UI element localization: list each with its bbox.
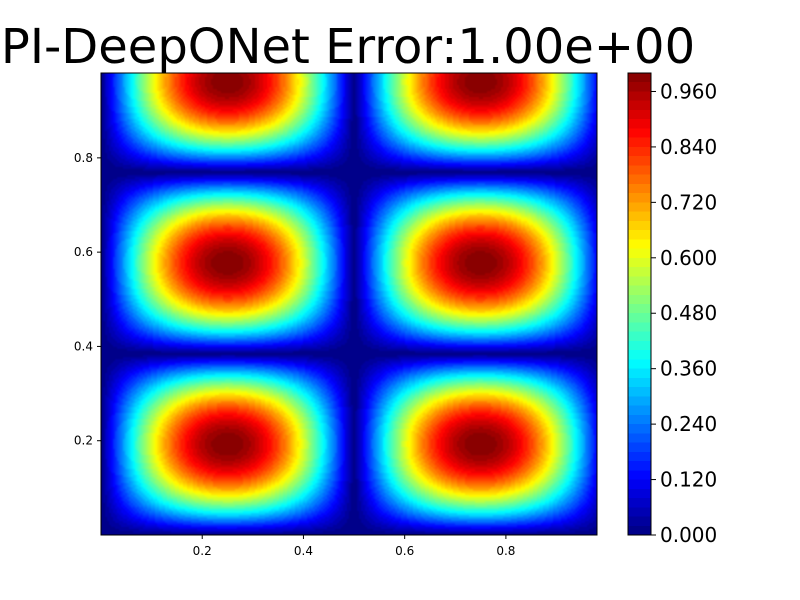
colorbar-tick-label: 0.720 — [660, 190, 717, 214]
x-tick-label: 0.2 — [193, 544, 212, 558]
colorbar-tick-label: 0.240 — [660, 412, 717, 436]
y-tick-label: 0.6 — [74, 245, 93, 259]
heatmap-field — [101, 73, 597, 535]
colorbar-tick-label: 0.000 — [660, 523, 717, 547]
colorbar-tick-label: 0.360 — [660, 357, 717, 381]
y-axis: 0.2 0.4 0.6 0.8 — [74, 151, 101, 448]
colorbar-tick-label: 0.480 — [660, 301, 717, 325]
colorbar-tick-label: 0.840 — [660, 135, 717, 159]
colorbar: 0.000 0.120 0.240 0.360 0.480 0.600 0.720 0.840… — [627, 72, 717, 547]
y-tick-label: 0.2 — [74, 434, 93, 448]
chart-title: PI-DeepONet Error:1.00e+00 — [1, 19, 695, 75]
x-tick-label: 0.4 — [294, 544, 313, 558]
y-tick-label: 0.8 — [74, 151, 93, 165]
x-tick-label: 0.8 — [496, 544, 515, 558]
plot-frame — [100, 72, 598, 536]
colorbar-tick-label: 0.600 — [660, 246, 717, 270]
x-tick-label: 0.6 — [395, 544, 414, 558]
colorbar-frame — [627, 72, 652, 536]
x-axis: 0.2 0.4 0.6 0.8 — [193, 535, 515, 558]
colorbar-tick-label: 0.960 — [660, 79, 717, 103]
y-tick-label: 0.4 — [74, 339, 93, 353]
colorbar-gradient — [628, 73, 651, 535]
colorbar-ticks: 0.000 0.120 0.240 0.360 0.480 0.600 0.720 0.840… — [651, 79, 717, 547]
colorbar-tick-label: 0.120 — [660, 468, 717, 492]
heatmap-plot-area — [100, 72, 598, 536]
